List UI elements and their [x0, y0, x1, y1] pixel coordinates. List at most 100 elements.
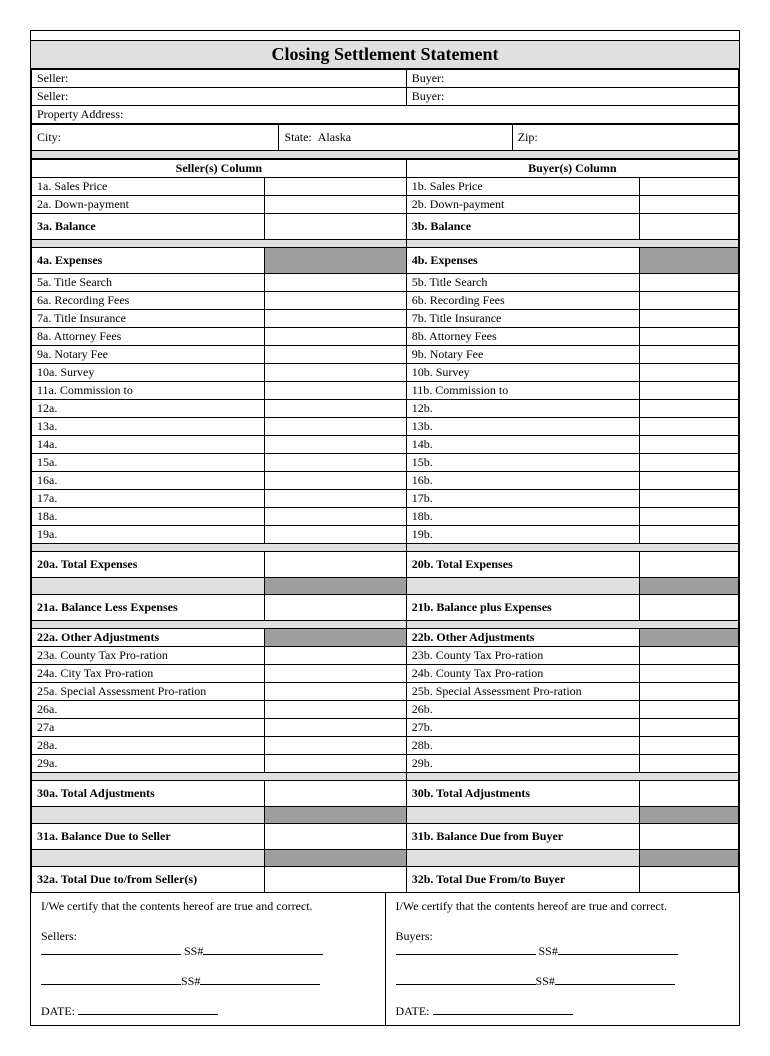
r10b: 10b. Survey	[406, 364, 639, 382]
v9a[interactable]	[265, 346, 406, 364]
buyer-date[interactable]: DATE:	[396, 1004, 730, 1019]
spacer	[32, 807, 265, 824]
v1b[interactable]	[639, 178, 738, 196]
buyer-sig-2[interactable]: SS#	[396, 974, 730, 989]
r16b: 16b.	[406, 472, 639, 490]
v31a[interactable]	[265, 824, 406, 850]
v6b[interactable]	[639, 292, 738, 310]
v16a[interactable]	[265, 472, 406, 490]
v11a[interactable]	[265, 382, 406, 400]
v29b[interactable]	[639, 755, 738, 773]
r11b: 11b. Commission to	[406, 382, 639, 400]
v27a[interactable]	[265, 719, 406, 737]
spacer	[406, 773, 738, 781]
v9b[interactable]	[639, 346, 738, 364]
v11b[interactable]	[639, 382, 738, 400]
seller-2[interactable]: Seller:	[32, 88, 407, 106]
certification-section: I/We certify that the contents hereof ar…	[31, 893, 739, 1025]
property-address[interactable]: Property Address:	[32, 106, 739, 124]
v25a[interactable]	[265, 683, 406, 701]
v14b[interactable]	[639, 436, 738, 454]
v15a[interactable]	[265, 454, 406, 472]
v32a[interactable]	[265, 867, 406, 893]
v24a[interactable]	[265, 665, 406, 683]
v23a[interactable]	[265, 647, 406, 665]
v29a[interactable]	[265, 755, 406, 773]
v13b[interactable]	[639, 418, 738, 436]
v21b[interactable]	[639, 595, 738, 621]
v26b[interactable]	[639, 701, 738, 719]
r25b: 25b. Special Assessment Pro-ration	[406, 683, 639, 701]
v13a[interactable]	[265, 418, 406, 436]
v10a[interactable]	[265, 364, 406, 382]
buyer-sig-1[interactable]: SS#	[396, 944, 730, 959]
v26a[interactable]	[265, 701, 406, 719]
buyer-1[interactable]: Buyer:	[406, 70, 738, 88]
v16b[interactable]	[639, 472, 738, 490]
v19b[interactable]	[639, 526, 738, 544]
seller-sig-1[interactable]: SS#	[41, 944, 375, 959]
v17b[interactable]	[639, 490, 738, 508]
v5a[interactable]	[265, 274, 406, 292]
r27b: 27b.	[406, 719, 639, 737]
v20a[interactable]	[265, 552, 406, 578]
r2a: 2a. Down-payment	[32, 196, 265, 214]
v25b[interactable]	[639, 683, 738, 701]
spacer	[32, 850, 265, 867]
v2b[interactable]	[639, 196, 738, 214]
v27b[interactable]	[639, 719, 738, 737]
v7a[interactable]	[265, 310, 406, 328]
state-value: Alaska	[318, 130, 351, 144]
v10b[interactable]	[639, 364, 738, 382]
v18a[interactable]	[265, 508, 406, 526]
r29a: 29a.	[32, 755, 265, 773]
v18b[interactable]	[639, 508, 738, 526]
seller-1[interactable]: Seller:	[32, 70, 407, 88]
spacer	[32, 240, 407, 248]
r2b: 2b. Down-payment	[406, 196, 639, 214]
buyer-2[interactable]: Buyer:	[406, 88, 738, 106]
r16a: 16a.	[32, 472, 265, 490]
v14a[interactable]	[265, 436, 406, 454]
v6a[interactable]	[265, 292, 406, 310]
v3a[interactable]	[265, 214, 406, 240]
v5b[interactable]	[639, 274, 738, 292]
v1a[interactable]	[265, 178, 406, 196]
v20b[interactable]	[639, 552, 738, 578]
r31b: 31b. Balance Due from Buyer	[406, 824, 639, 850]
v24b[interactable]	[639, 665, 738, 683]
v8b[interactable]	[639, 328, 738, 346]
v28b[interactable]	[639, 737, 738, 755]
r6b: 6b. Recording Fees	[406, 292, 639, 310]
seller-date[interactable]: DATE:	[41, 1004, 375, 1019]
r28a: 28a.	[32, 737, 265, 755]
v28a[interactable]	[265, 737, 406, 755]
seller-sig-2[interactable]: SS#	[41, 974, 375, 989]
v32b[interactable]	[639, 867, 738, 893]
v12b[interactable]	[639, 400, 738, 418]
zip-field[interactable]: Zip:	[512, 125, 738, 151]
r21a: 21a. Balance Less Expenses	[32, 595, 265, 621]
v23b[interactable]	[639, 647, 738, 665]
v8a[interactable]	[265, 328, 406, 346]
r26b: 26b.	[406, 701, 639, 719]
sellers-label: Sellers:	[41, 929, 375, 944]
v31b[interactable]	[639, 824, 738, 850]
v30b[interactable]	[639, 781, 738, 807]
v17a[interactable]	[265, 490, 406, 508]
city-field[interactable]: City:	[32, 125, 279, 151]
v19a[interactable]	[265, 526, 406, 544]
v3b[interactable]	[639, 214, 738, 240]
spacer	[406, 544, 738, 552]
v12a[interactable]	[265, 400, 406, 418]
v2a[interactable]	[265, 196, 406, 214]
r15b: 15b.	[406, 454, 639, 472]
v30a[interactable]	[265, 781, 406, 807]
v4b	[639, 248, 738, 274]
v21a[interactable]	[265, 595, 406, 621]
v15b[interactable]	[639, 454, 738, 472]
r21b: 21b. Balance plus Expenses	[406, 595, 639, 621]
state-field[interactable]: State: Alaska	[279, 125, 512, 151]
v7b[interactable]	[639, 310, 738, 328]
spacer	[265, 850, 406, 867]
